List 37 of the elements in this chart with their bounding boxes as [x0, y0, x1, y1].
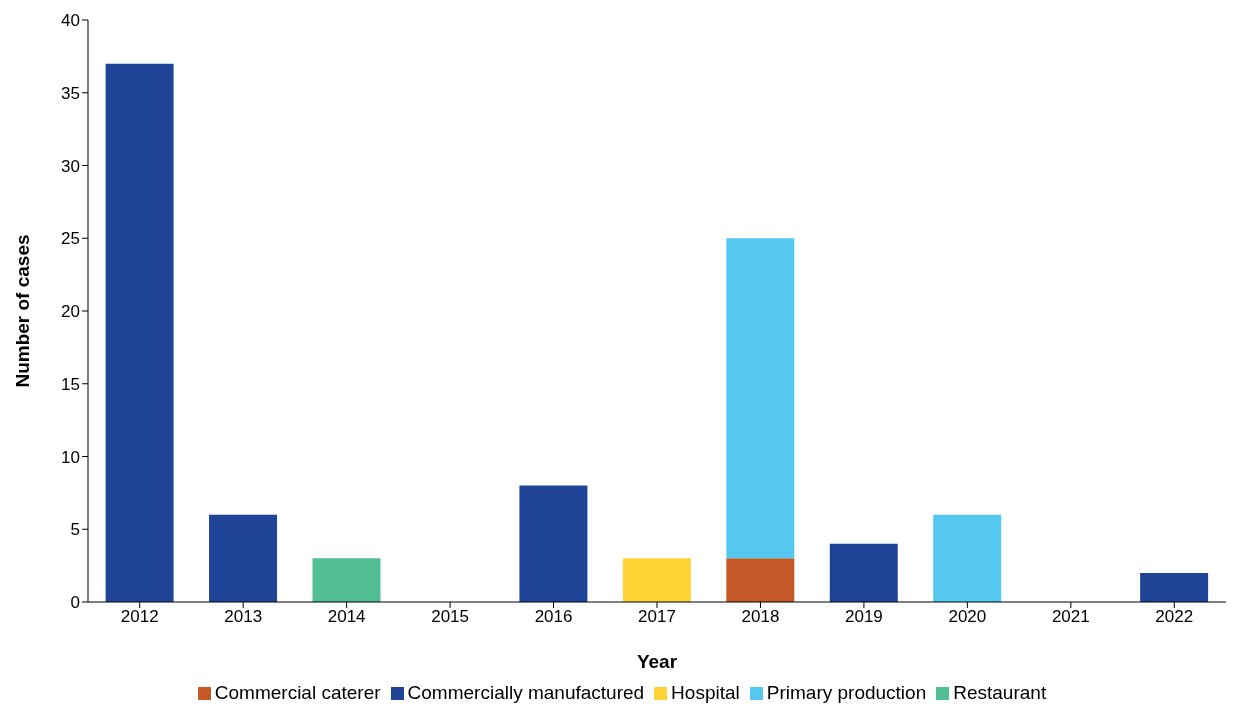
x-tick-label: 2018 — [741, 607, 780, 627]
y-tick-label: 25 — [61, 229, 80, 249]
legend-label: Primary production — [766, 682, 927, 703]
y-tick-label: 10 — [61, 447, 80, 467]
y-tick-label: 40 — [61, 11, 80, 31]
x-tick-label: 2013 — [224, 607, 263, 627]
bar — [105, 63, 174, 602]
y-tick-label: 5 — [70, 520, 80, 540]
bar — [312, 558, 381, 602]
y-axis-title: Number of cases — [11, 234, 33, 388]
y-tick-label: 35 — [61, 83, 80, 103]
y-tick-label: 15 — [61, 374, 80, 394]
x-tick-label: 2016 — [534, 607, 573, 627]
bar — [519, 485, 588, 602]
x-tick-label: 2022 — [1155, 607, 1194, 627]
x-tick-label: 2017 — [638, 607, 676, 627]
y-tick-label: 0 — [70, 593, 80, 613]
legend-label: Restaurant — [953, 682, 1047, 703]
x-tick-label: 2020 — [948, 607, 987, 627]
legend-label: Commercially manufactured — [407, 682, 645, 703]
bar — [726, 558, 795, 602]
bar — [622, 558, 691, 602]
x-tick-label: 2015 — [431, 607, 469, 627]
bar — [726, 238, 795, 559]
bar — [209, 514, 278, 602]
bar — [933, 514, 1002, 602]
bar — [829, 543, 898, 602]
x-tick-label: 2019 — [845, 607, 883, 627]
y-tick-label: 20 — [61, 302, 80, 322]
y-tick-label: 30 — [61, 156, 80, 176]
x-tick-label: 2014 — [327, 607, 366, 627]
x-axis-title: Year — [636, 651, 678, 672]
x-tick-label: 2012 — [120, 607, 159, 627]
legend-label: Commercial caterer — [214, 682, 381, 703]
bar — [1140, 572, 1209, 602]
x-tick-label: 2021 — [1051, 607, 1090, 627]
legend-label: Hospital — [671, 682, 740, 703]
